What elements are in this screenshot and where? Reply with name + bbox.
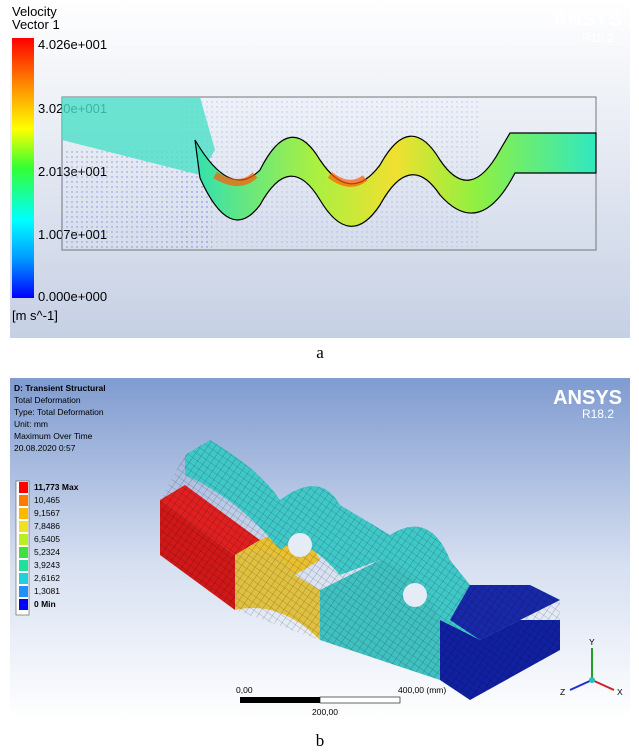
legend-swatch [19,586,28,597]
scale-label: 200,00 [312,707,338,717]
legend-swatch [19,482,28,493]
panel-b: D: Transient Structural Total Deformatio… [10,378,630,750]
caption: a [316,343,324,362]
legend-swatch [19,560,28,571]
legend-swatch [19,599,28,610]
sheet-hole [288,533,312,557]
sheet-hole [403,583,427,607]
axis-label: Z [560,687,565,697]
logo-version: R18.2 [582,31,614,45]
scale-label: 0,00 [236,685,253,695]
logo-version: R18.2 [582,407,614,421]
info-line: Unit: mm [14,419,48,429]
legend-label: 7,8486 [34,521,60,531]
legend-swatch [19,534,28,545]
logo: ANSYS [553,9,622,31]
legend-subtitle: Vector 1 [12,17,60,32]
legend-label: 0 Min [34,599,56,609]
info-line: Total Deformation [14,395,81,405]
legend-swatch [19,495,28,506]
legend-label: 11,773 Max [34,482,79,492]
legend-label: 2,6162 [34,573,60,583]
legend-swatch [19,573,28,584]
color-bar [12,38,34,298]
info-line: Maximum Over Time [14,431,93,441]
legend-label: 0.000e+000 [38,289,107,304]
legend-label: 4.026e+001 [38,37,107,52]
scale-bar [320,697,400,703]
axis-label: Y [589,637,595,647]
legend-label: 9,1567 [34,508,60,518]
info-line: Type: Total Deformation [14,407,104,417]
legend-label: 1,3081 [34,586,60,596]
logo: ANSYS [553,387,622,409]
legend-label: 10,465 [34,495,60,505]
axis-label: X [617,687,623,697]
legend-swatch [19,547,28,558]
caption: b [316,731,325,750]
scale-bar [240,697,320,703]
legend-label: 3,9243 [34,560,60,570]
axis-origin [589,677,595,683]
info-line: 20.08.2020 0:57 [14,443,76,453]
figure: Velocity Vector 1 4.026e+001 3.020e+001 … [0,0,639,754]
legend-swatch [19,521,28,532]
legend-unit: [m s^-1] [12,308,58,323]
legend-label: 6,5405 [34,534,60,544]
legend-swatch [19,508,28,519]
panel-a: Velocity Vector 1 4.026e+001 3.020e+001 … [10,0,630,362]
info-line: D: Transient Structural [14,383,106,393]
legend-label: 5,2324 [34,547,60,557]
scale-label: 400,00 (mm) [398,685,446,695]
